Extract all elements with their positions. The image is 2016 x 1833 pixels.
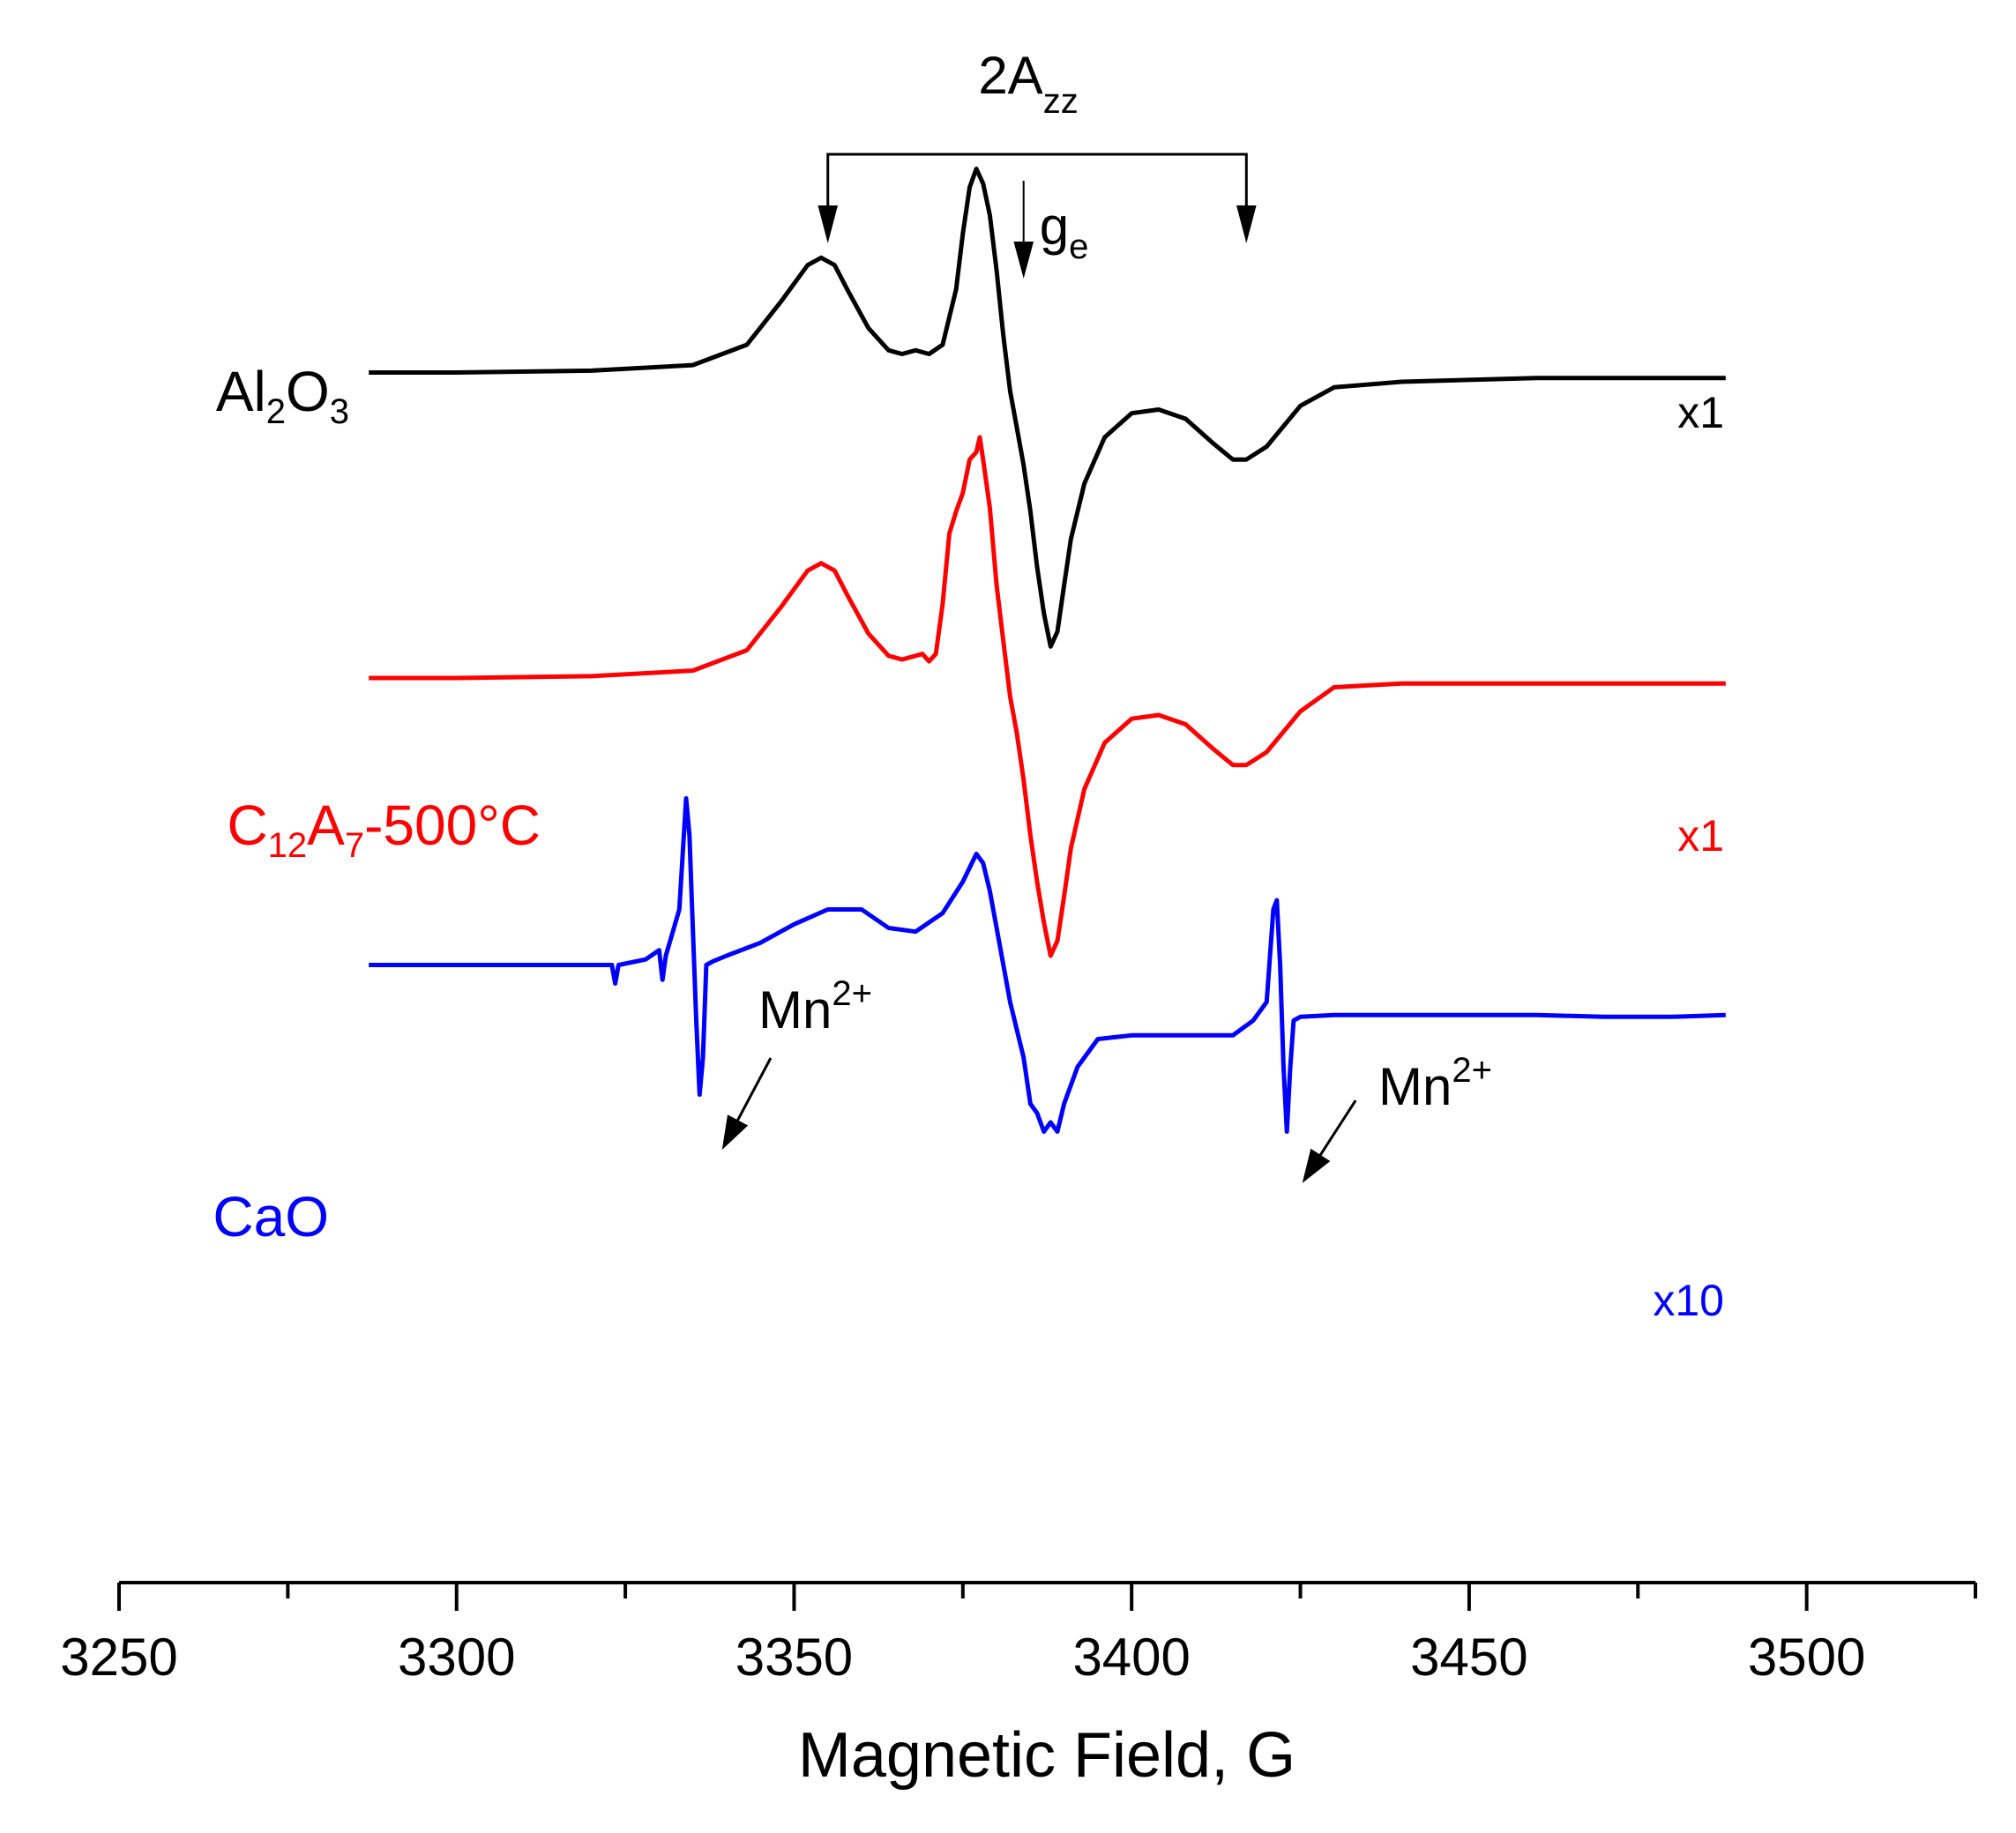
annotation-layer: 2Azz ge Mn2+ Mn2+ — [721, 46, 1492, 1183]
series-line-al2o3 — [369, 167, 1726, 649]
scale-label-c12a7: x1 — [1677, 811, 1724, 861]
azz-annotation: 2Azz — [978, 46, 1078, 121]
ge-arrow — [1013, 181, 1034, 279]
azz-arrow-right — [1236, 205, 1257, 243]
series-label-part: 12 — [268, 826, 308, 865]
x-ticks: 3250 3300 3350 3400 3450 3500 — [60, 1583, 1977, 1687]
series-line-c12a7 — [369, 435, 1726, 958]
x-tick-label: 3350 — [735, 1628, 853, 1687]
mn2-annotation-2: Mn2+ — [1378, 1051, 1492, 1116]
x-axis-title: Magnetic Field, G — [798, 1720, 1295, 1791]
series-label-part: 3 — [330, 392, 349, 431]
mn2-annotation-1: Mn2+ — [758, 974, 872, 1039]
scale-label-al2o3: x1 — [1677, 388, 1724, 437]
series-label-part: Al — [216, 360, 266, 423]
series-label-part: CaO — [213, 1185, 329, 1248]
series-label-part: O — [286, 360, 330, 423]
mn2-arrow-1 — [721, 1057, 773, 1151]
series-label-cao: CaO — [213, 1185, 329, 1248]
series-label-c12a7: C12A7-500°C — [227, 794, 541, 865]
series-line-cao — [369, 796, 1726, 1134]
mn2-arrow-2 — [1302, 1099, 1357, 1183]
x-tick-label: 3400 — [1072, 1628, 1190, 1687]
x-tick-label: 3500 — [1748, 1628, 1865, 1687]
series-label-al2o3: Al2O3 — [216, 360, 349, 431]
series-label-part: -500°C — [364, 794, 541, 857]
scale-label-cao: x10 — [1653, 1276, 1724, 1325]
series-label-part: 2 — [266, 392, 286, 431]
x-tick-label: 3300 — [398, 1628, 515, 1687]
series-label-part: C — [227, 794, 267, 857]
ge-annotation: ge — [1040, 197, 1089, 266]
series-layer — [369, 167, 1726, 1134]
azz-bracket — [826, 153, 1248, 213]
series-label-part: 7 — [345, 826, 364, 865]
series-label-part: A — [307, 794, 345, 857]
x-tick-label: 3250 — [60, 1628, 177, 1687]
x-axis: 3250 3300 3350 3400 3450 3500 Magnetic Field,… — [60, 1581, 1977, 1791]
azz-arrow-left — [818, 205, 839, 243]
x-tick-label: 3450 — [1410, 1628, 1527, 1687]
